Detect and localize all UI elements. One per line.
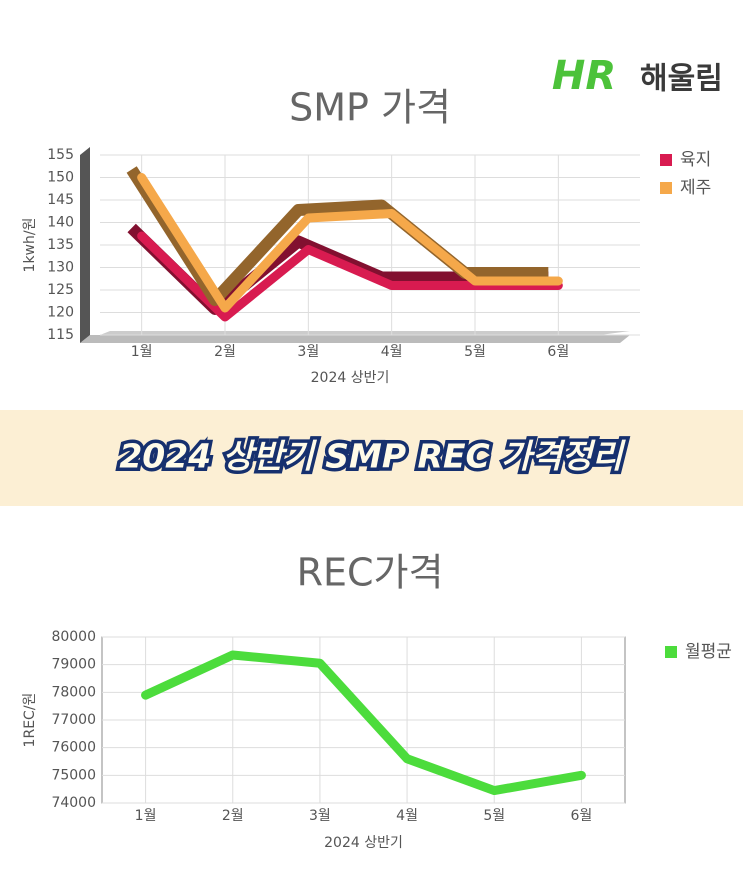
y-tick-label: 155 bbox=[47, 147, 74, 163]
chart-title: SMP 가격 bbox=[289, 86, 451, 130]
y-tick-label: 115 bbox=[47, 327, 74, 343]
x-axis-title: 2024 상반기 bbox=[324, 835, 403, 851]
x-tick-label: 5월 bbox=[464, 344, 486, 360]
x-tick-label: 6월 bbox=[547, 344, 569, 360]
x-tick-label: 3월 bbox=[297, 344, 319, 360]
legend-swatch bbox=[660, 182, 672, 194]
floor bbox=[100, 331, 630, 335]
banner-title: 2024 상반기 SMP REC 가격정리 bbox=[119, 437, 626, 476]
logo-mark: HR bbox=[552, 53, 616, 99]
logo-name: 해울림 bbox=[640, 62, 723, 97]
y-tick-label: 125 bbox=[47, 282, 74, 298]
y-tick-label: 150 bbox=[47, 170, 74, 186]
series-line bbox=[141, 650, 586, 796]
x-tick-label: 5월 bbox=[483, 808, 505, 824]
wall bbox=[80, 147, 90, 343]
legend-swatch bbox=[660, 154, 672, 166]
series-line bbox=[137, 173, 563, 313]
y-axis-title: 1REC/원 bbox=[22, 693, 38, 748]
legend-label: 제주 bbox=[680, 178, 711, 198]
y-tick-label: 140 bbox=[47, 215, 74, 231]
x-tick-label: 4월 bbox=[381, 344, 403, 360]
x-tick-label: 2월 bbox=[222, 808, 244, 824]
y-tick-label: 76000 bbox=[51, 740, 96, 756]
chart-title: REC가격 bbox=[297, 551, 444, 595]
y-tick-label: 145 bbox=[47, 192, 74, 208]
y-tick-label: 78000 bbox=[51, 684, 96, 700]
y-tick-label: 80000 bbox=[51, 629, 96, 645]
legend-label: 월평균 bbox=[685, 642, 732, 662]
y-tick-label: 77000 bbox=[51, 712, 96, 728]
y-tick-label: 120 bbox=[47, 305, 74, 321]
legend-swatch bbox=[665, 646, 677, 658]
y-axis-title: 1kwh/원 bbox=[22, 218, 38, 273]
floor bbox=[80, 335, 630, 343]
y-tick-label: 79000 bbox=[51, 657, 96, 673]
y-tick-label: 135 bbox=[47, 237, 74, 253]
x-tick-label: 6월 bbox=[571, 808, 593, 824]
x-tick-label: 1월 bbox=[131, 344, 153, 360]
banner-band bbox=[0, 410, 743, 506]
y-tick-label: 74000 bbox=[51, 795, 96, 811]
x-tick-label: 1월 bbox=[135, 808, 157, 824]
y-tick-label: 130 bbox=[47, 260, 74, 276]
x-tick-label: 3월 bbox=[309, 808, 331, 824]
legend-label: 육지 bbox=[680, 150, 711, 170]
y-tick-label: 75000 bbox=[51, 767, 96, 783]
x-axis-title: 2024 상반기 bbox=[311, 370, 390, 386]
x-tick-label: 2월 bbox=[214, 344, 236, 360]
x-tick-label: 4월 bbox=[396, 808, 418, 824]
